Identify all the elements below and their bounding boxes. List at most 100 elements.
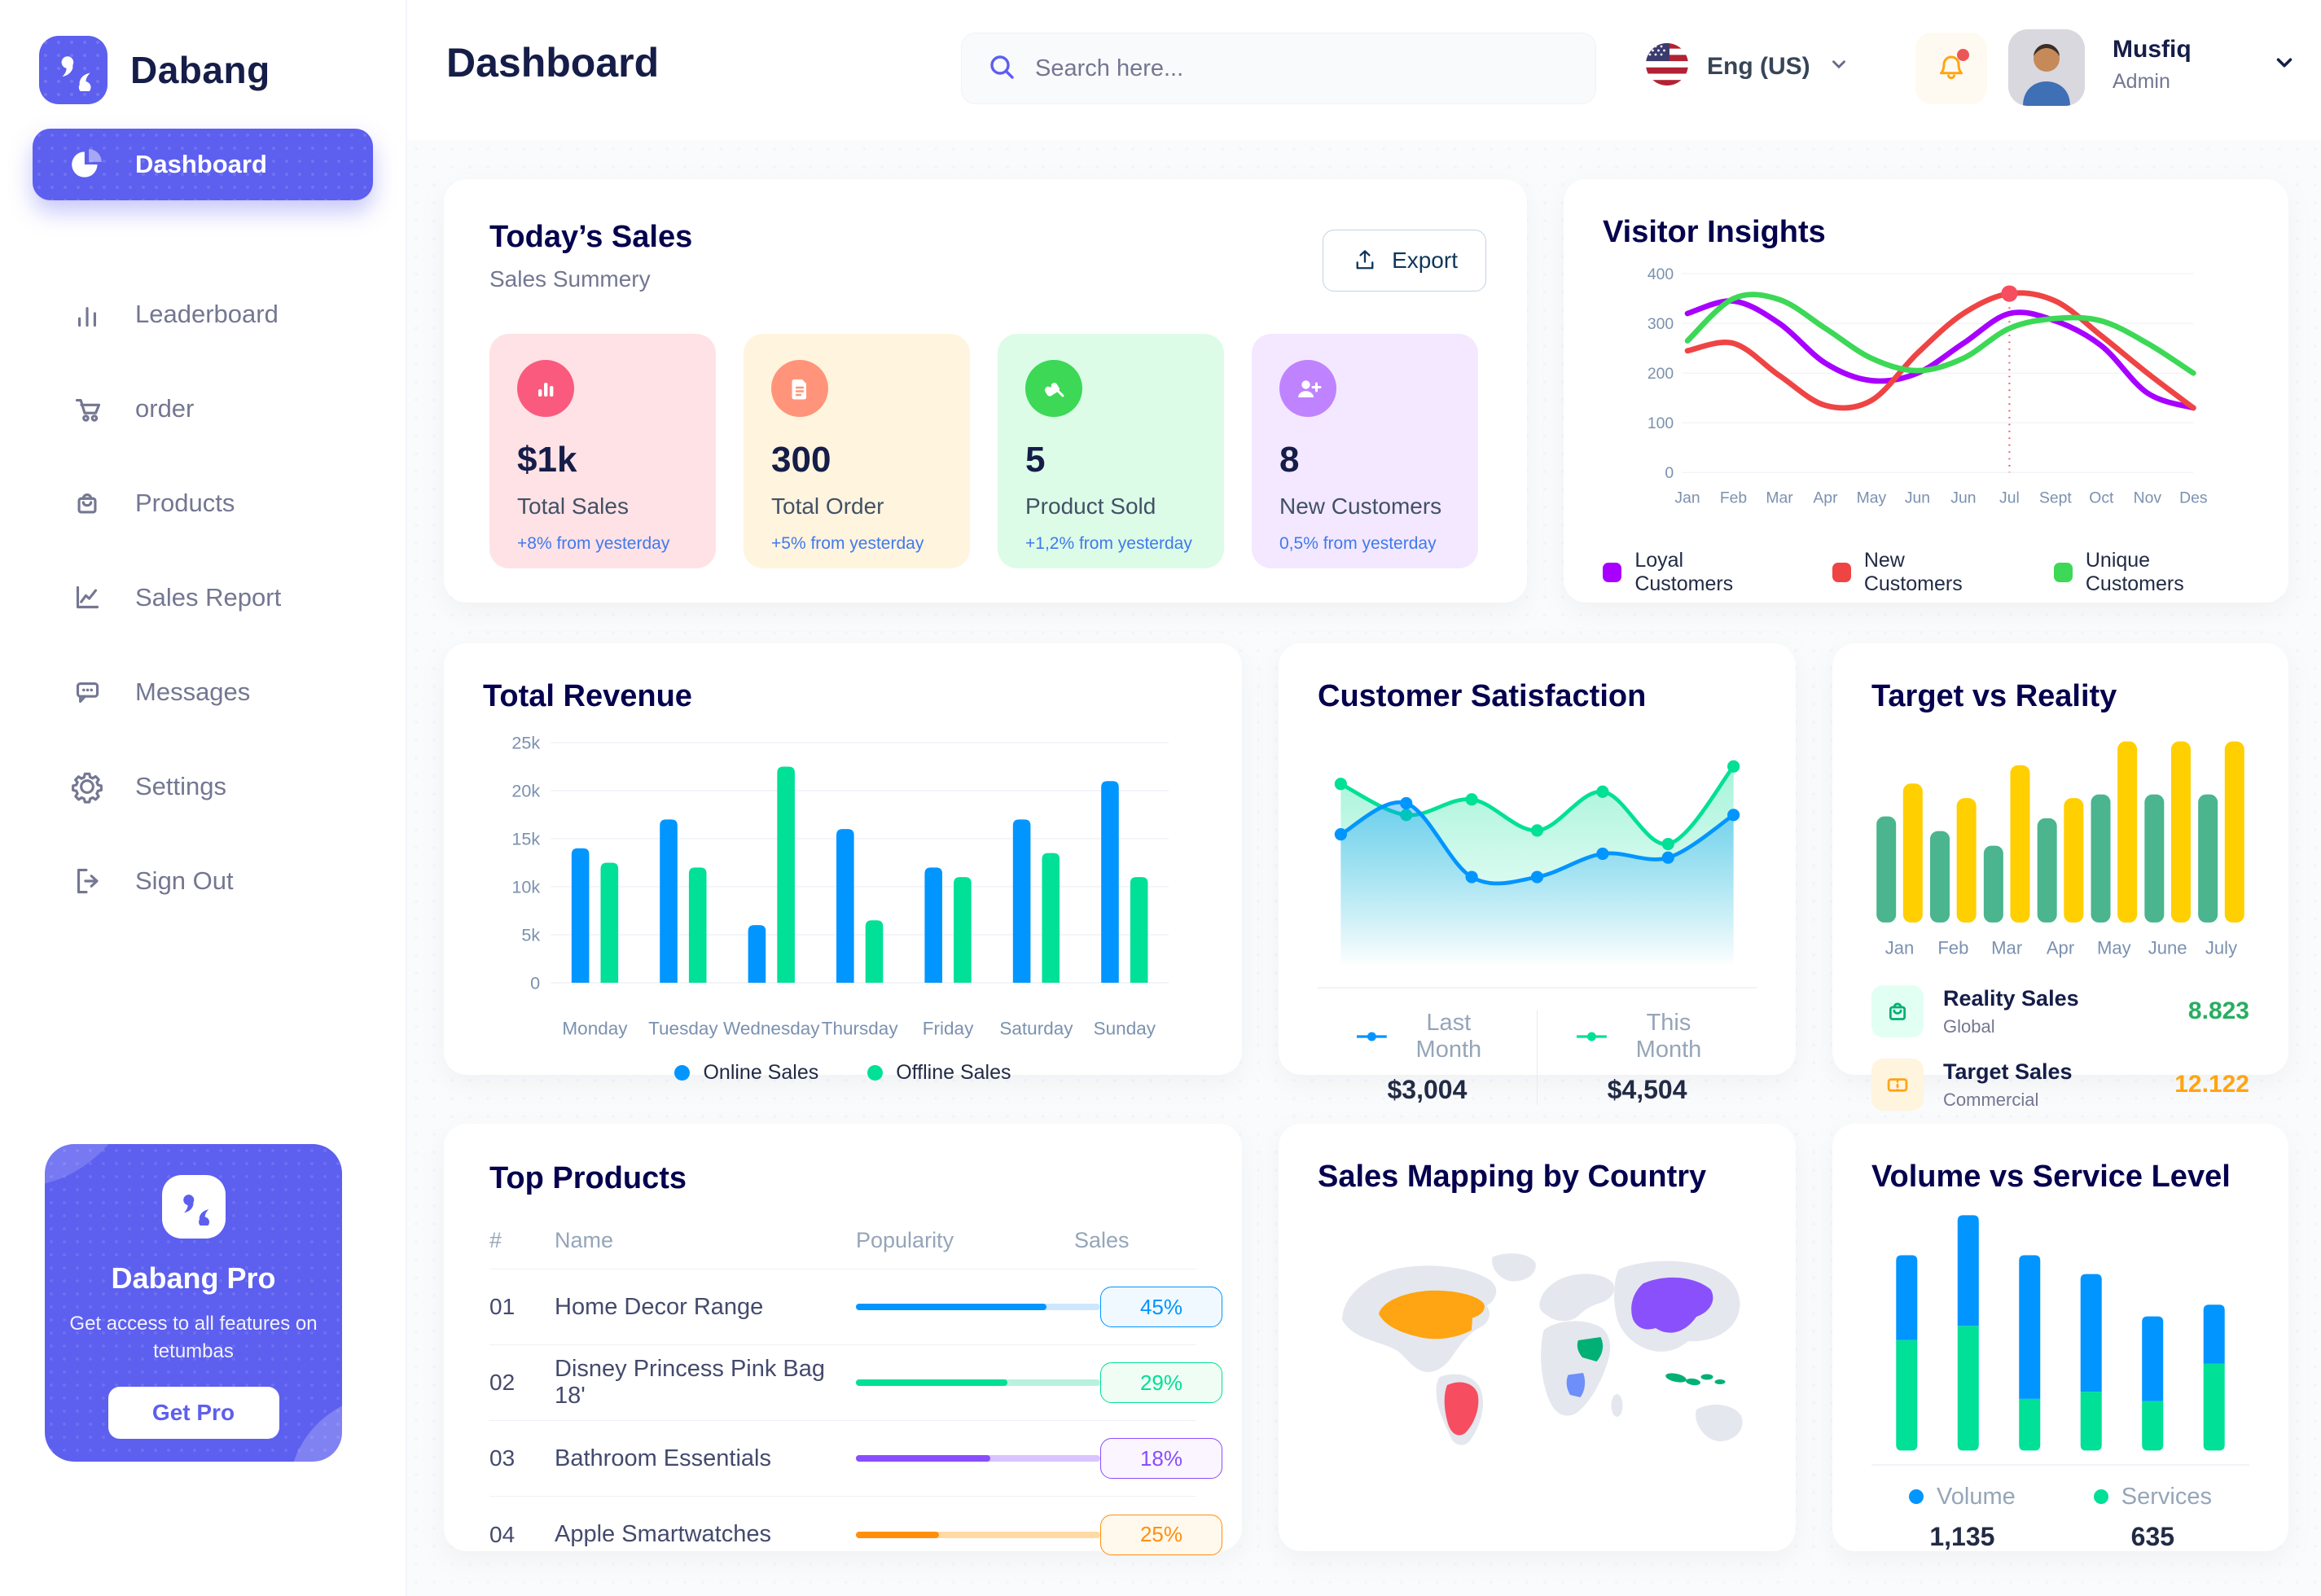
sales-badge: 18% (1100, 1438, 1222, 1479)
sales-badge: 45% (1100, 1287, 1222, 1327)
legend-item: This Month $4,504 (1538, 1010, 1757, 1105)
ticket-icon (1871, 1059, 1924, 1111)
svg-text:200: 200 (1648, 365, 1674, 383)
divider (1318, 987, 1757, 989)
stat-label: New Customers (1279, 493, 1442, 519)
customer-satisfaction-card: Customer Satisfaction Last Month $3,004 … (1279, 643, 1796, 1105)
svg-text:0: 0 (530, 972, 540, 993)
search-bar[interactable] (961, 33, 1596, 104)
bag-icon (1871, 985, 1924, 1037)
stat-label: Total Order (771, 493, 884, 519)
sidebar-item-messages[interactable]: Messages (33, 656, 373, 728)
brand-name: Dabang (130, 49, 270, 91)
tag-icon (1025, 360, 1082, 417)
stat-card-total-sales: $1k Total Sales +8% from yesterday (489, 334, 716, 568)
stat-value: $1k (517, 440, 577, 480)
top-products-title: Top Products (489, 1161, 687, 1195)
bag-icon (68, 484, 106, 522)
popularity-bar (856, 1531, 1100, 1538)
search-input[interactable] (1035, 55, 1571, 82)
volume-service-legend: Volume 1,135 Services 635 (1871, 1484, 2249, 1552)
export-icon (1356, 250, 1374, 270)
message-icon (68, 673, 106, 711)
legend-item: Services 635 (2055, 1484, 2251, 1552)
sidebar-item-sales-report[interactable]: Sales Report (33, 562, 373, 634)
sidebar-item-settings[interactable]: Settings (33, 751, 373, 822)
total-revenue-chart: 0 5k 10k 15k 20k 25k Monday Tuesday Wednesd… (483, 730, 1203, 1048)
product-name: Apple Smartwatches (555, 1521, 771, 1547)
page-title: Dashboard (446, 40, 660, 86)
product-id: 02 (489, 1370, 516, 1395)
brand[interactable]: Dabang (0, 0, 406, 104)
line-chart-icon (68, 579, 106, 616)
total-revenue-title: Total Revenue (483, 679, 692, 713)
legend-item: New Customers (1832, 549, 2005, 596)
sidebar-item-sign-out[interactable]: Sign Out (33, 845, 373, 917)
pro-logo-icon (161, 1175, 226, 1239)
sign-out-icon (68, 862, 106, 900)
svg-text:Nov: Nov (2134, 489, 2162, 506)
language-selector[interactable]: Eng (US) (1645, 42, 1849, 90)
visitor-insights-chart: 0 100 200 300 400 Jan Feb Mar Apr May Jun Jun Ju… (1603, 261, 2249, 534)
popularity-bar (856, 1455, 1100, 1462)
legend-item-reality-sales: Reality Sales Global 8.823 (1871, 985, 2249, 1037)
country-us (1379, 1290, 1485, 1340)
country-saudi (1577, 1337, 1604, 1361)
svg-text:Wednesday: Wednesday (723, 1019, 820, 1039)
language-label: Eng (US) (1707, 52, 1810, 80)
sales-mapping-title: Sales Mapping by Country (1318, 1160, 1707, 1194)
svg-text:Des: Des (2179, 489, 2207, 506)
visitor-insights-legend: Loyal Customers New Customers Unique Custo… (1603, 549, 2249, 596)
sidebar-item-order[interactable]: order (33, 373, 373, 445)
product-row: 01 Home Decor Range 45% (489, 1269, 1222, 1345)
pro-card-title: Dabang Pro (111, 1261, 276, 1295)
stat-delta: 0,5% from yesterday (1279, 534, 1437, 553)
language-chevron-down-icon (1828, 54, 1849, 79)
target-vs-reality-chart: Jan Feb Mar Apr May June July (1871, 726, 2249, 964)
sidebar-item-dashboard[interactable]: Dashboard (33, 129, 373, 200)
stat-delta: +8% from yesterday (517, 534, 670, 553)
svg-text:May: May (2097, 937, 2131, 958)
sidebar-item-leaderboard[interactable]: Leaderboard (33, 278, 373, 350)
svg-text:Apr: Apr (2047, 937, 2074, 958)
svg-text:Jan: Jan (1885, 937, 1915, 958)
user-info[interactable]: Musfiq Admin (2113, 36, 2192, 94)
total-revenue-card: Total Revenue 0 5k 10k 15k 20k 25k Monday… (444, 643, 1242, 1084)
bell-icon (1940, 55, 1963, 80)
todays-sales-card: Today’s Sales Sales Summery Export $1k T… (444, 179, 1527, 603)
target-vs-reality-card: Target vs Reality Jan Feb Mar Apr May June Jul… (1832, 643, 2288, 1111)
sidebar: Dabang Dashboard Leaderboard order Produ… (0, 0, 407, 1596)
svg-text:20k: 20k (511, 781, 540, 801)
svg-text:Saturday: Saturday (999, 1019, 1073, 1039)
gear-icon (68, 768, 106, 805)
user-menu-chevron-icon[interactable] (2272, 50, 2297, 79)
pro-card-description: Get access to all features on tetumbas (69, 1313, 318, 1362)
legend-item: Last Month $3,004 (1318, 1010, 1537, 1105)
notifications-button[interactable] (1915, 33, 1987, 104)
main-area: Dashboard (407, 0, 2321, 1596)
stat-card-product-sold: 5 Product Sold +1,2% from yesterday (998, 334, 1224, 568)
product-name: Disney Princess Pink Bag 18' (555, 1356, 826, 1409)
sales-mapping-card: Sales Mapping by Country (1279, 1124, 1796, 1551)
search-icon (986, 51, 1017, 86)
volume-service-title: Volume vs Service Level (1871, 1160, 2231, 1194)
export-button[interactable]: Export (1323, 230, 1486, 292)
get-pro-button[interactable]: Get Pro (107, 1387, 279, 1439)
product-id: 01 (489, 1294, 516, 1319)
stat-card-total-order: 300 Total Order +5% from yesterday (744, 334, 970, 568)
file-icon (771, 360, 828, 417)
stat-value: 300 (771, 440, 831, 480)
svg-text:Apr: Apr (1813, 489, 1838, 506)
svg-text:Jun: Jun (1905, 489, 1930, 506)
avatar[interactable] (2008, 29, 2085, 106)
svg-text:June: June (2148, 937, 2187, 958)
product-name: Bathroom Essentials (555, 1445, 771, 1471)
svg-text:5k: 5k (521, 924, 540, 945)
country-congo (1566, 1373, 1586, 1397)
popularity-bar (856, 1304, 1100, 1310)
svg-text:Jul: Jul (1999, 489, 2020, 506)
us-flag-icon (1645, 42, 1689, 90)
notification-dot (1957, 49, 1969, 61)
sidebar-item-products[interactable]: Products (33, 467, 373, 539)
svg-text:Mar: Mar (1991, 937, 2022, 958)
